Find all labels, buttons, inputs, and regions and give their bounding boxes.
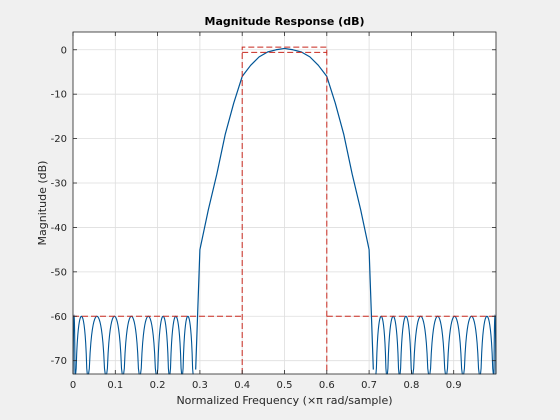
chart-title: Magnitude Response (dB) bbox=[205, 15, 365, 28]
x-tick-label: 0 bbox=[70, 380, 76, 391]
response-sidelobe bbox=[182, 315, 194, 375]
response-sidelobe bbox=[399, 315, 413, 375]
response-sidelobe bbox=[479, 315, 494, 375]
y-tick-label: -20 bbox=[51, 134, 67, 145]
y-tick-label: -70 bbox=[51, 356, 67, 367]
y-tick-label: -50 bbox=[51, 267, 67, 278]
x-tick-label: 0.6 bbox=[319, 380, 335, 391]
response-main-lobe bbox=[195, 47, 374, 370]
y-tick-label: -40 bbox=[51, 223, 67, 234]
x-tick-label: 0.8 bbox=[403, 380, 419, 391]
y-tick-label: -60 bbox=[51, 312, 67, 323]
x-tick-label: 0.2 bbox=[150, 380, 166, 391]
x-tick-label: 0.7 bbox=[361, 380, 377, 391]
tick-marks bbox=[72, 32, 496, 374]
x-tick-label: 0.4 bbox=[234, 380, 250, 391]
x-tick-label: 0.1 bbox=[107, 380, 123, 391]
spec-mask-segment bbox=[241, 46, 328, 374]
x-tick-label: 0.3 bbox=[192, 380, 208, 391]
y-tick-label: -30 bbox=[51, 179, 67, 190]
x-axis-label: Normalized Frequency (×π rad/sample) bbox=[176, 394, 392, 407]
y-tick-label: -10 bbox=[51, 90, 67, 101]
y-axis-label: Magnitude (dB) bbox=[36, 161, 49, 246]
x-tick-label: 0.5 bbox=[277, 380, 293, 391]
x-tick-label: 0.9 bbox=[446, 380, 462, 391]
response-sidelobe bbox=[75, 315, 88, 375]
y-tick-label: 0 bbox=[61, 45, 67, 56]
